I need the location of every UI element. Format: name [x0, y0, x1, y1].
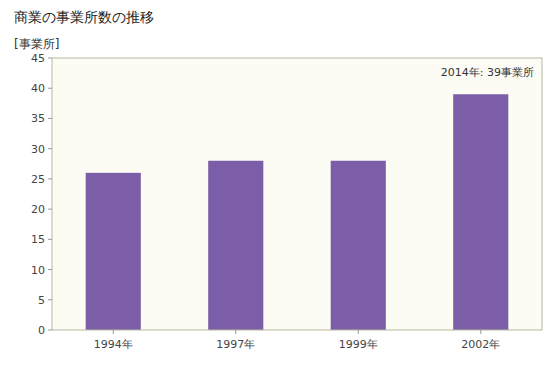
annotation: 2014年: 39事業所	[441, 66, 534, 79]
bars	[86, 94, 509, 330]
x-tick-label: 2002年	[461, 338, 500, 351]
x-tick	[358, 330, 359, 334]
y-tick-label: 10	[31, 264, 45, 277]
y-tick	[48, 239, 52, 240]
y-tick	[48, 178, 52, 179]
y-tick	[48, 88, 52, 89]
bar	[208, 161, 263, 330]
x-tick-label: 1997年	[216, 338, 255, 351]
y-tick-label: 0	[38, 324, 45, 337]
y-tick-label: 35	[31, 112, 45, 125]
y-tick	[48, 118, 52, 119]
bar	[331, 161, 386, 330]
bar	[86, 173, 141, 330]
plot-frame	[52, 58, 542, 330]
y-tick	[48, 148, 52, 149]
y-tick-label: 45	[31, 52, 45, 65]
chart-container: 商業の事業所数の推移 [事業所] 0 5 10 15 20 25 30 35 40 45 1994年 19…	[0, 0, 560, 366]
y-tick-label: 25	[31, 173, 45, 186]
y-tick	[48, 269, 52, 270]
y-tick-label: 5	[38, 294, 45, 307]
y-tick	[48, 299, 52, 300]
x-tick	[235, 330, 236, 334]
x-tick-label: 1999年	[339, 338, 378, 351]
y-tick	[48, 209, 52, 210]
x-tick	[480, 330, 481, 334]
title: 商業の事業所数の推移	[14, 9, 154, 25]
plot-background	[52, 58, 542, 330]
y-tick-label: 15	[31, 233, 45, 246]
x-tick	[113, 330, 114, 334]
y-axis-label: [事業所]	[14, 37, 59, 51]
x-tick-label: 1994年	[94, 338, 133, 351]
y-tick-label: 40	[31, 82, 45, 95]
y-tick-label: 20	[31, 203, 45, 216]
chart-svg: 商業の事業所数の推移 [事業所] 0 5 10 15 20 25 30 35 40 45 1994年 19…	[0, 0, 560, 366]
y-tick	[48, 58, 52, 59]
bar	[453, 94, 508, 330]
y-tick-label: 30	[31, 143, 45, 156]
y-tick	[48, 330, 52, 331]
